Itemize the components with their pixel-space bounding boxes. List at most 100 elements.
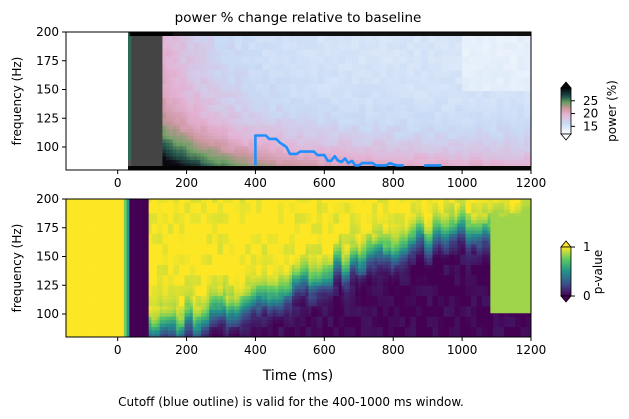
heat-cell bbox=[159, 111, 163, 116]
heat-cell bbox=[276, 73, 280, 78]
heat-cell bbox=[317, 63, 322, 67]
heat-cell bbox=[128, 107, 132, 112]
heat-cell bbox=[389, 49, 394, 54]
heat-cell bbox=[248, 52, 253, 57]
heat-cell bbox=[296, 138, 301, 143]
heat-cell bbox=[358, 145, 363, 150]
heat-cell bbox=[310, 101, 315, 105]
heat-cell bbox=[493, 94, 497, 98]
pval-cell bbox=[74, 316, 78, 321]
heat-cell bbox=[403, 59, 408, 64]
heat-cell bbox=[506, 114, 511, 119]
heat-cell bbox=[434, 159, 439, 164]
heat-cell bbox=[475, 125, 480, 129]
heat-cell bbox=[341, 142, 346, 147]
heat-cell bbox=[386, 94, 391, 98]
heat-cell bbox=[324, 35, 329, 40]
heat-cell bbox=[475, 83, 480, 88]
heat-cell bbox=[252, 83, 256, 88]
heat-cell bbox=[324, 63, 329, 67]
heat-cell bbox=[183, 121, 187, 126]
heat-cell bbox=[162, 125, 167, 129]
heat-cell bbox=[214, 69, 218, 74]
heat-cell bbox=[413, 56, 418, 60]
heat-cell bbox=[524, 163, 528, 167]
heat-cell bbox=[190, 121, 194, 126]
heat-cell bbox=[479, 49, 484, 54]
heat-cell bbox=[431, 63, 435, 67]
heat-cell bbox=[424, 125, 429, 129]
heat-cell bbox=[362, 45, 367, 50]
heat-cell bbox=[451, 121, 456, 126]
heat-cell bbox=[486, 73, 491, 78]
heat-cell bbox=[131, 101, 136, 105]
heat-cell bbox=[334, 132, 339, 136]
heat-cell bbox=[320, 163, 325, 167]
heat-cell bbox=[520, 142, 525, 147]
heat-cell bbox=[245, 118, 249, 123]
heat-cell bbox=[193, 114, 198, 119]
heat-cell bbox=[289, 107, 294, 112]
cutoff-outline bbox=[254, 134, 404, 167]
heat-cell bbox=[438, 132, 442, 136]
heat-cell bbox=[172, 149, 177, 154]
heat-cell bbox=[162, 142, 167, 147]
heat-cell bbox=[369, 52, 373, 57]
heat-cell bbox=[517, 142, 522, 147]
heat-cell bbox=[276, 101, 280, 105]
heat-cell bbox=[524, 94, 528, 98]
heat-cell bbox=[276, 118, 280, 123]
heat-cell bbox=[400, 35, 404, 40]
heat-cell bbox=[148, 163, 153, 167]
heat-cell bbox=[379, 66, 384, 71]
heat-cell bbox=[441, 156, 446, 161]
heat-cell bbox=[289, 66, 294, 71]
heat-cell bbox=[269, 42, 274, 47]
pval-cell bbox=[82, 285, 86, 290]
heat-cell bbox=[458, 107, 463, 112]
heat-cell bbox=[524, 87, 528, 92]
heat-cell bbox=[224, 52, 229, 57]
heat-cell bbox=[141, 63, 146, 67]
heat-cell bbox=[455, 163, 460, 167]
heat-cell bbox=[241, 66, 246, 71]
x-tick-label: 600 bbox=[313, 176, 336, 190]
heat-cell bbox=[293, 104, 298, 109]
heat-cell bbox=[317, 69, 322, 74]
heat-cell bbox=[348, 35, 353, 40]
heat-cell bbox=[155, 59, 160, 64]
heat-cell bbox=[196, 90, 201, 95]
heat-cell bbox=[524, 45, 528, 50]
heat-cell bbox=[145, 90, 150, 95]
heat-cell bbox=[379, 38, 384, 43]
heat-cell bbox=[362, 142, 367, 147]
heat-cell bbox=[427, 49, 432, 54]
heat-cell bbox=[482, 118, 487, 123]
heat-cell bbox=[327, 163, 332, 167]
heat-cell bbox=[500, 90, 504, 95]
heat-cell bbox=[379, 156, 384, 161]
heat-cell bbox=[279, 66, 284, 71]
heat-cell bbox=[231, 35, 236, 40]
heat-cell bbox=[141, 107, 146, 112]
heat-cell bbox=[252, 49, 256, 54]
heat-cell bbox=[389, 104, 394, 109]
heat-cell bbox=[334, 38, 339, 43]
heat-cell bbox=[283, 59, 287, 64]
heat-cell bbox=[169, 90, 174, 95]
heat-cell bbox=[424, 52, 429, 57]
pval-cell bbox=[68, 264, 72, 269]
heat-cell bbox=[200, 90, 205, 95]
heat-cell bbox=[479, 142, 484, 147]
heat-cell bbox=[400, 125, 404, 129]
heat-cell bbox=[162, 59, 167, 64]
heat-cell bbox=[272, 111, 277, 116]
heat-cell bbox=[134, 76, 139, 81]
heat-cell bbox=[489, 45, 494, 50]
heat-cell bbox=[386, 149, 391, 154]
heat-cell bbox=[310, 156, 315, 161]
heat-cell bbox=[207, 87, 212, 92]
heat-cell bbox=[438, 111, 442, 116]
heat-cell bbox=[382, 128, 387, 133]
heat-cell bbox=[389, 125, 394, 129]
